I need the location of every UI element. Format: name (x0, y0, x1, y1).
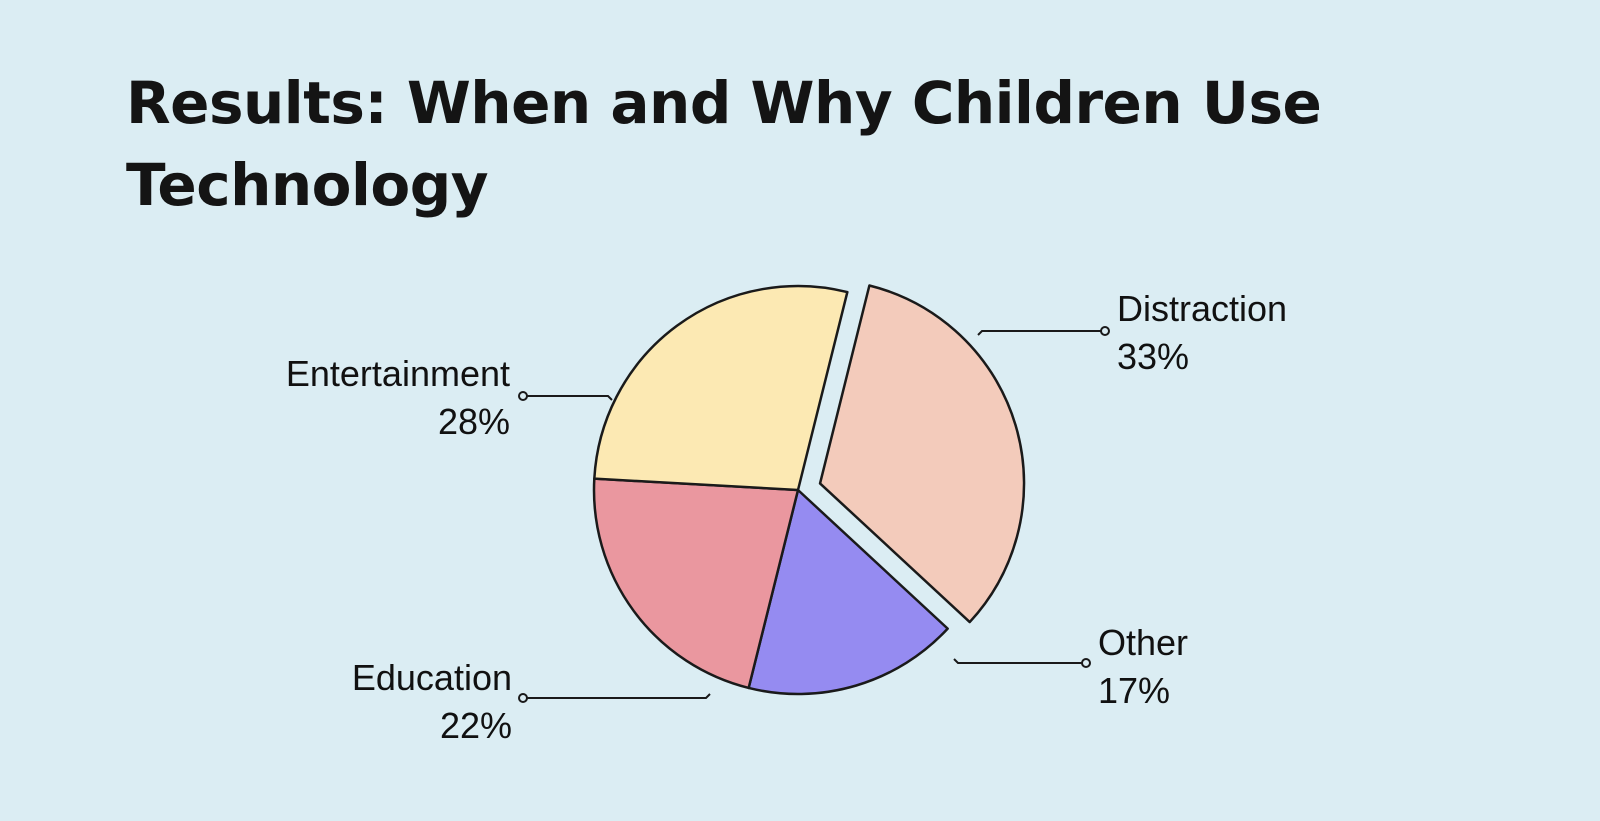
slice-label-distraction: Distraction (1117, 288, 1287, 329)
slice-label-other: Other (1098, 622, 1188, 663)
slice-value-education: 22% (440, 705, 512, 746)
pie-slice-distraction (818, 284, 1026, 624)
pie-slice-other (747, 488, 949, 696)
leader-line-education (523, 693, 711, 699)
leader-dot-entertainment (518, 391, 528, 401)
slice-value-other: 17% (1098, 670, 1170, 711)
leader-line-other (953, 658, 1086, 664)
slice-label-entertainment: Entertainment (286, 353, 510, 394)
leader-dot-other (1081, 658, 1091, 668)
leader-dot-distraction (1100, 326, 1110, 336)
slice-value-entertainment: 28% (438, 401, 510, 442)
pie-slice-entertainment (593, 284, 849, 492)
pie-slice-education (592, 477, 800, 690)
slice-label-education: Education (352, 657, 512, 698)
chart-title: Results: When and Why Children Use Techn… (126, 69, 1322, 219)
leader-line-entertainment (523, 395, 613, 401)
leader-dot-education (518, 693, 528, 703)
slice-value-distraction: 33% (1117, 336, 1189, 377)
leader-line-distraction (977, 330, 1105, 336)
